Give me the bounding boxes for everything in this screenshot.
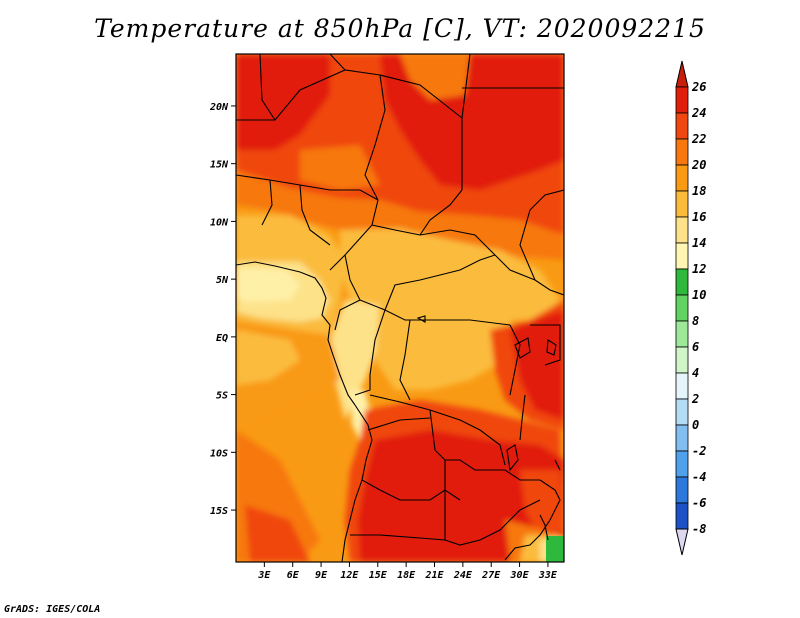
colorbar-label: 16 (692, 210, 706, 224)
colorbar-label: 8 (692, 314, 699, 328)
lat-tick-label: 10S (210, 448, 228, 459)
colorbar-label: -6 (692, 496, 706, 510)
lat-tick-label: 20N (209, 102, 229, 113)
lon-tick-label: 21E (424, 570, 444, 581)
lon-tick-label: 12E (340, 570, 359, 581)
colorbar-segment (675, 346, 689, 374)
lat-tick-label: 5N (216, 275, 229, 286)
lat-tick-label: EQ (216, 333, 228, 344)
colorbar-segment (675, 476, 689, 504)
lon-tick-label: 18E (397, 570, 416, 581)
colorbar-segment (675, 242, 689, 270)
colorbar-segment (675, 320, 689, 348)
colorbar-label: 10 (692, 288, 706, 302)
colorbar-label: -8 (692, 522, 706, 536)
lon-tick-label: 3E (257, 570, 271, 581)
colorbar-label: 26 (691, 80, 706, 94)
credit-label: GrADS: IGES/COLA (4, 604, 101, 615)
lon-tick-label: 27E (481, 570, 501, 581)
colorbar-label: 22 (691, 132, 706, 146)
colorbar-segment (675, 372, 689, 400)
colorbar-label: 4 (692, 366, 699, 380)
lon-tick-label: 33E (538, 570, 558, 581)
temperature-field (236, 54, 564, 562)
lon-tick-label: 9E (315, 570, 328, 581)
colorbar-label: 12 (692, 262, 706, 276)
lon-tick-label: 6E (287, 570, 300, 581)
lon-tick-label: 30E (510, 570, 530, 581)
colorbar-label: -4 (692, 470, 706, 484)
colorbar-label: 24 (691, 106, 706, 120)
colorbar-segment (675, 424, 689, 452)
lon-tick-label: 15E (369, 570, 388, 581)
colorbar-segment (675, 164, 689, 192)
map-frame (235, 53, 565, 563)
lon-tick-label: 24E (453, 570, 473, 581)
colorbar-segment (675, 138, 689, 166)
colorbar-segment (675, 216, 689, 244)
cool-patch (546, 536, 564, 562)
colorbar-segment (675, 294, 689, 322)
latitude-axis: 20N 15N 10N 5N EQ 5S 10S 15S (209, 102, 236, 517)
lat-tick-label: 15S (210, 506, 228, 517)
colorbar-label: 18 (692, 184, 706, 198)
colorbar-label: 2 (691, 392, 699, 406)
colorbar-label: 0 (692, 418, 699, 432)
colorbar-segment (675, 190, 689, 218)
colorbar-label: 14 (692, 236, 706, 250)
colorbar-over-arrow (675, 60, 689, 88)
lat-tick-label: 15N (210, 160, 229, 171)
colorbar-segment (675, 398, 689, 426)
colorbar-segment (675, 86, 689, 114)
map-title: Temperature at 850hPa [C], VT: 202009221… (94, 14, 706, 43)
colorbar-segment (675, 268, 689, 296)
colorbar-segment (675, 502, 689, 530)
colorbar-segment (675, 450, 689, 478)
colorbar-segment (675, 112, 689, 140)
lat-tick-label: 10N (210, 217, 229, 228)
colorbar-label: 6 (692, 340, 699, 354)
colorbar-label: 20 (691, 158, 706, 172)
colorbar-label: -2 (692, 444, 706, 458)
colorbar-under-arrow (675, 528, 689, 556)
longitude-axis: 3E 6E 9E 12E 15E 18E 21E 24E 27E 30E 33E (257, 562, 558, 581)
country-borders (236, 54, 564, 562)
lat-tick-label: 5S (216, 391, 228, 402)
